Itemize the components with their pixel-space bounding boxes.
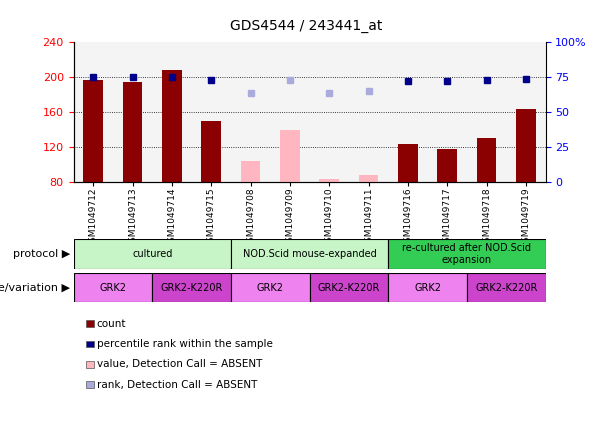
Text: GRK2: GRK2 xyxy=(99,283,126,293)
Bar xyxy=(83,80,103,182)
Bar xyxy=(270,42,310,182)
Text: GRK2: GRK2 xyxy=(414,283,441,293)
Bar xyxy=(319,179,339,182)
Text: NOD.Scid mouse-expanded: NOD.Scid mouse-expanded xyxy=(243,249,376,259)
Bar xyxy=(477,138,497,182)
Bar xyxy=(428,42,467,182)
Text: percentile rank within the sample: percentile rank within the sample xyxy=(97,339,273,349)
Bar xyxy=(191,42,231,182)
Bar xyxy=(113,42,152,182)
Bar xyxy=(162,70,181,182)
Bar xyxy=(152,42,192,182)
Text: count: count xyxy=(97,319,126,329)
Text: genotype/variation ▶: genotype/variation ▶ xyxy=(0,283,70,293)
Bar xyxy=(516,110,536,182)
Bar xyxy=(241,161,261,182)
Text: GRK2-K220R: GRK2-K220R xyxy=(161,283,223,293)
Bar xyxy=(74,239,231,269)
Bar xyxy=(438,149,457,182)
Text: GRK2-K220R: GRK2-K220R xyxy=(475,283,538,293)
Text: value, Detection Call = ABSENT: value, Detection Call = ABSENT xyxy=(97,359,262,369)
Bar xyxy=(359,175,378,182)
Bar xyxy=(280,129,300,182)
Bar xyxy=(231,239,388,269)
Bar xyxy=(202,121,221,182)
Bar xyxy=(152,273,231,302)
Text: GRK2: GRK2 xyxy=(257,283,284,293)
Text: cultured: cultured xyxy=(132,249,172,259)
Bar xyxy=(388,239,546,269)
Bar xyxy=(310,273,388,302)
Bar xyxy=(506,42,546,182)
Bar xyxy=(388,273,467,302)
Bar xyxy=(388,42,428,182)
Bar xyxy=(231,42,270,182)
Bar xyxy=(467,42,506,182)
Bar xyxy=(310,42,349,182)
Bar xyxy=(123,82,142,182)
Bar xyxy=(74,42,113,182)
Bar xyxy=(398,143,417,182)
Bar xyxy=(349,42,388,182)
Text: re-cultured after NOD.Scid
expansion: re-cultured after NOD.Scid expansion xyxy=(402,243,531,265)
Text: rank, Detection Call = ABSENT: rank, Detection Call = ABSENT xyxy=(97,379,257,390)
Bar xyxy=(231,273,310,302)
Text: protocol ▶: protocol ▶ xyxy=(13,249,70,259)
Bar xyxy=(467,273,546,302)
Text: GDS4544 / 243441_at: GDS4544 / 243441_at xyxy=(230,19,383,33)
Bar xyxy=(74,273,152,302)
Text: GRK2-K220R: GRK2-K220R xyxy=(318,283,380,293)
